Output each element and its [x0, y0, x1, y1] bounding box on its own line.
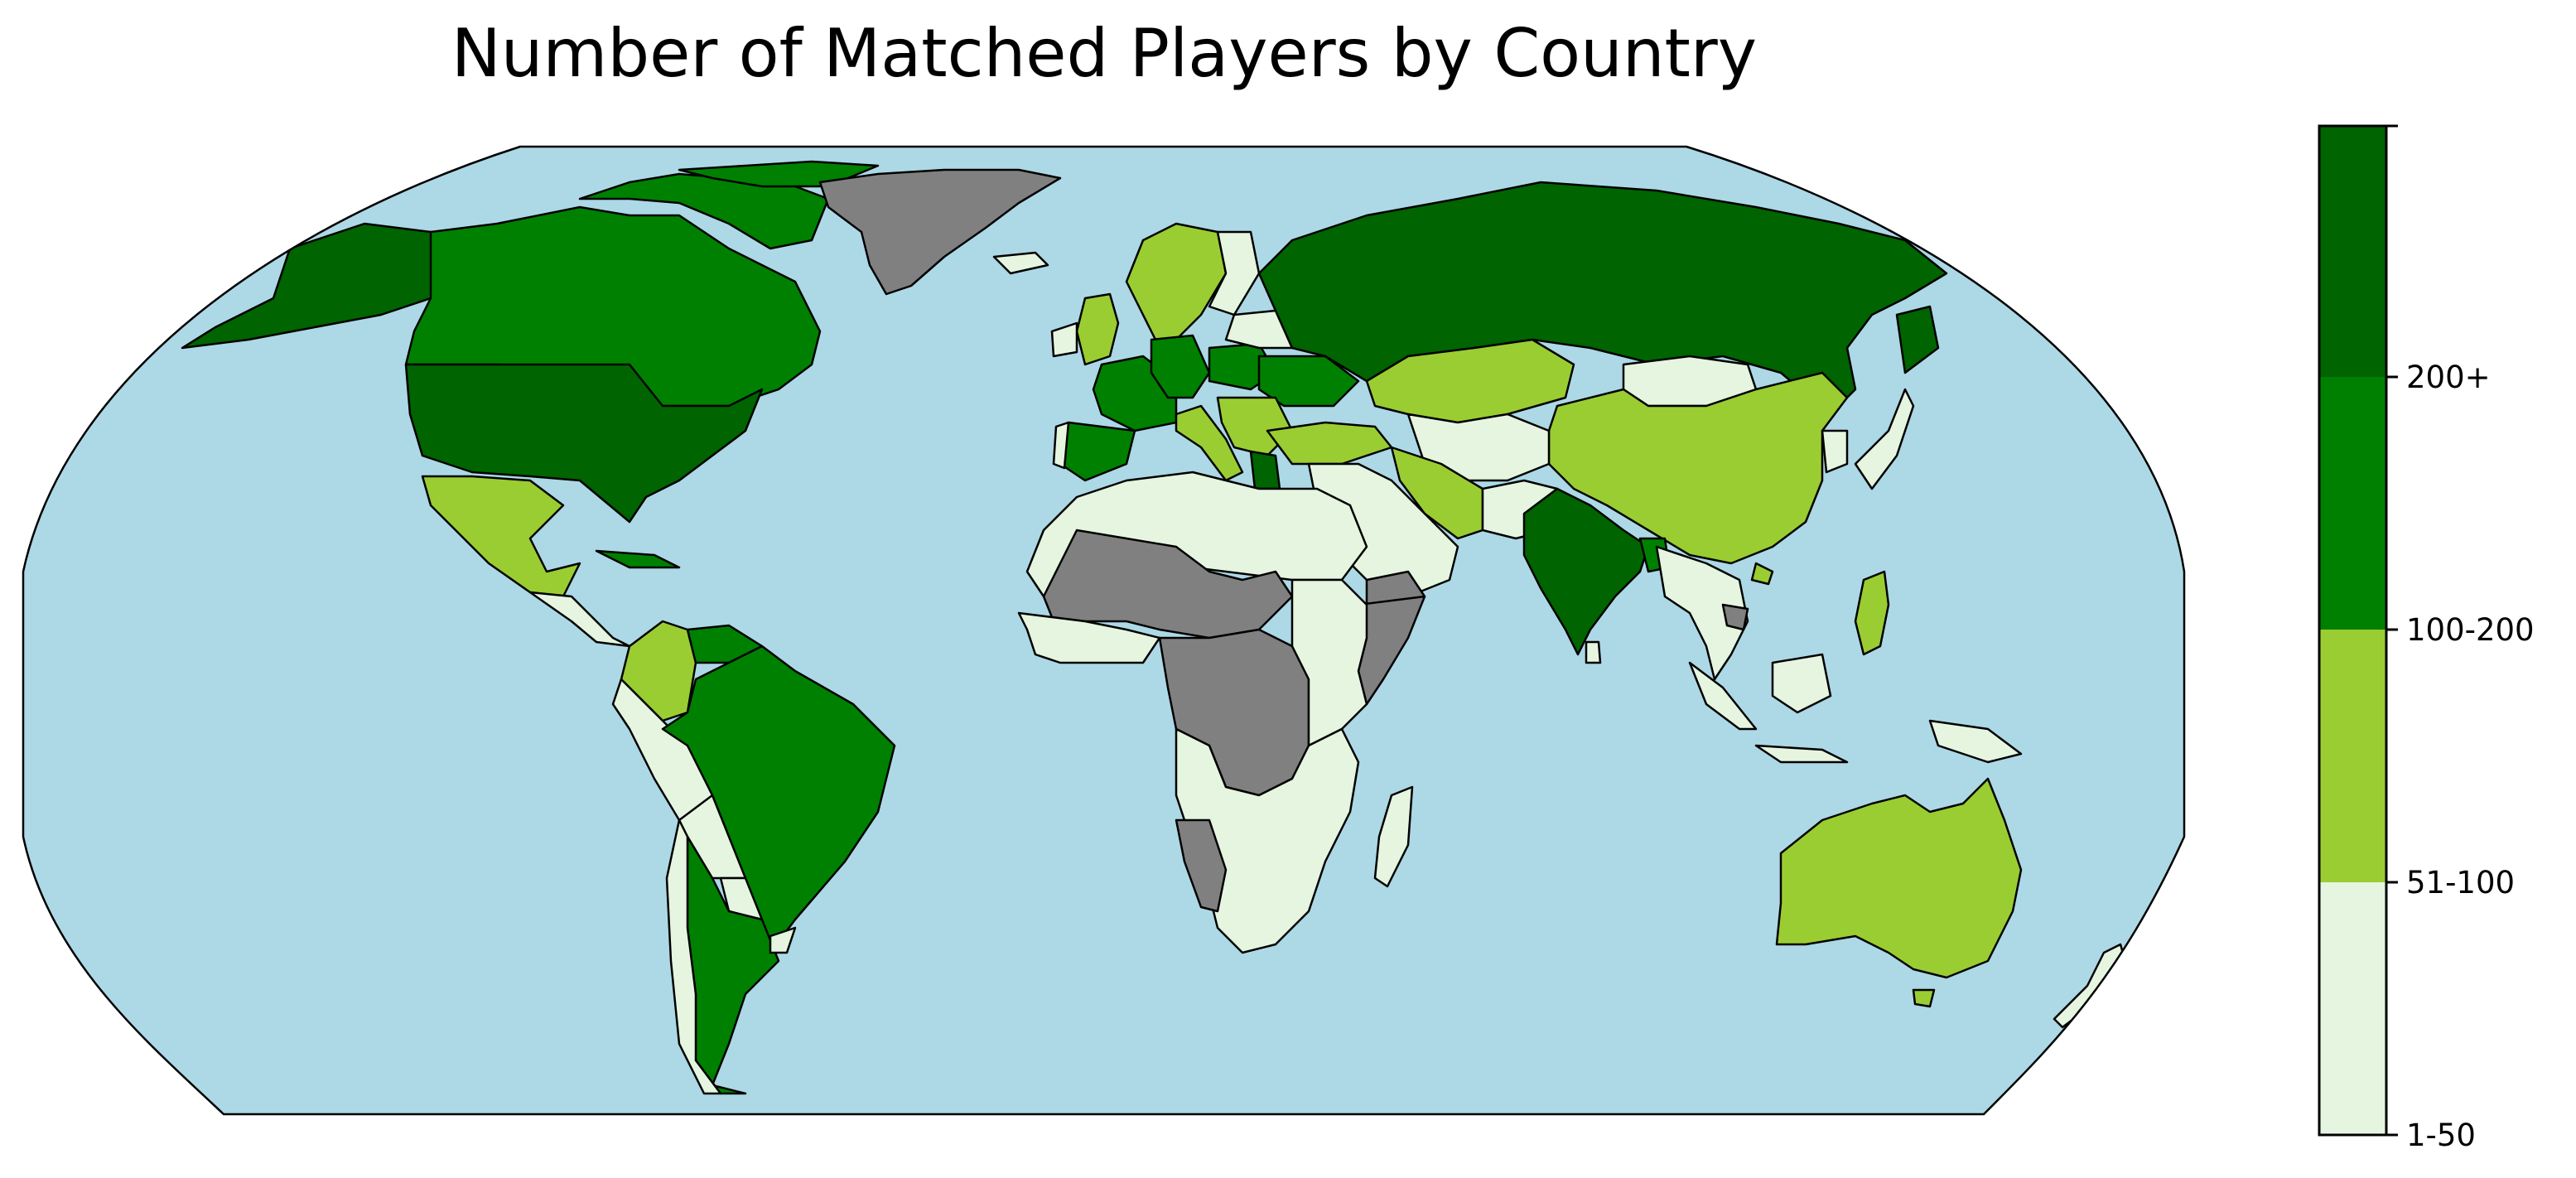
- canada: [404, 205, 822, 408]
- italy: [1175, 404, 1244, 482]
- japan: [1854, 388, 1915, 490]
- colorbar-bin-0: [2319, 882, 2386, 1135]
- philippines: [1854, 570, 1890, 656]
- indonesia-sumatra: [1688, 661, 1758, 731]
- korea: [1821, 429, 1849, 474]
- canada-islands: [578, 172, 830, 250]
- madagascar: [1373, 785, 1414, 888]
- cambodia: [1721, 603, 1749, 631]
- baltic-belarus: [1224, 309, 1294, 350]
- australia: [1775, 777, 2023, 979]
- china: [1547, 371, 1849, 565]
- iran: [1390, 446, 1484, 540]
- colorbar-tick-label: 200+: [2406, 360, 2491, 395]
- vietnam: [1750, 562, 1774, 586]
- greenland: [818, 168, 1062, 296]
- germany: [1150, 334, 1211, 399]
- kazakhstan: [1365, 338, 1575, 424]
- map-outline: [22, 145, 2186, 1116]
- colorbar-bin-1: [2319, 630, 2386, 882]
- ireland: [1050, 321, 1078, 358]
- sri-lanka: [1585, 640, 1602, 664]
- mexico: [421, 475, 581, 598]
- colorbar-bin-3: [2319, 126, 2386, 377]
- iceland: [992, 251, 1049, 275]
- indonesia-java: [1754, 744, 1849, 764]
- new-guinea: [1928, 719, 2023, 764]
- west-africa: [1017, 611, 1161, 664]
- tasmania: [1912, 988, 1936, 1008]
- namibia: [1175, 818, 1228, 913]
- colorbar-tick-label: 1-50: [2406, 1118, 2476, 1153]
- colorbar-tick-label: 51-100: [2406, 865, 2515, 900]
- world-map: [22, 145, 2186, 1116]
- east-africa: [1290, 578, 1368, 747]
- indonesia-borneo: [1771, 653, 1832, 714]
- colorbar-bin-2: [2319, 377, 2386, 630]
- india: [1522, 487, 1650, 656]
- central-america: [528, 591, 631, 648]
- cuba: [595, 549, 681, 569]
- southeast-asia: [1655, 545, 1749, 681]
- united-states: [404, 363, 764, 524]
- chile: [665, 818, 722, 1095]
- portugal: [1052, 421, 1070, 470]
- colorbar-tick-label: 100-200: [2406, 612, 2535, 648]
- uruguay: [769, 926, 797, 954]
- kamchatka: [1895, 305, 1940, 374]
- map-title: Number of Matched Players by Country: [451, 15, 1758, 92]
- scandinavia: [1125, 222, 1228, 350]
